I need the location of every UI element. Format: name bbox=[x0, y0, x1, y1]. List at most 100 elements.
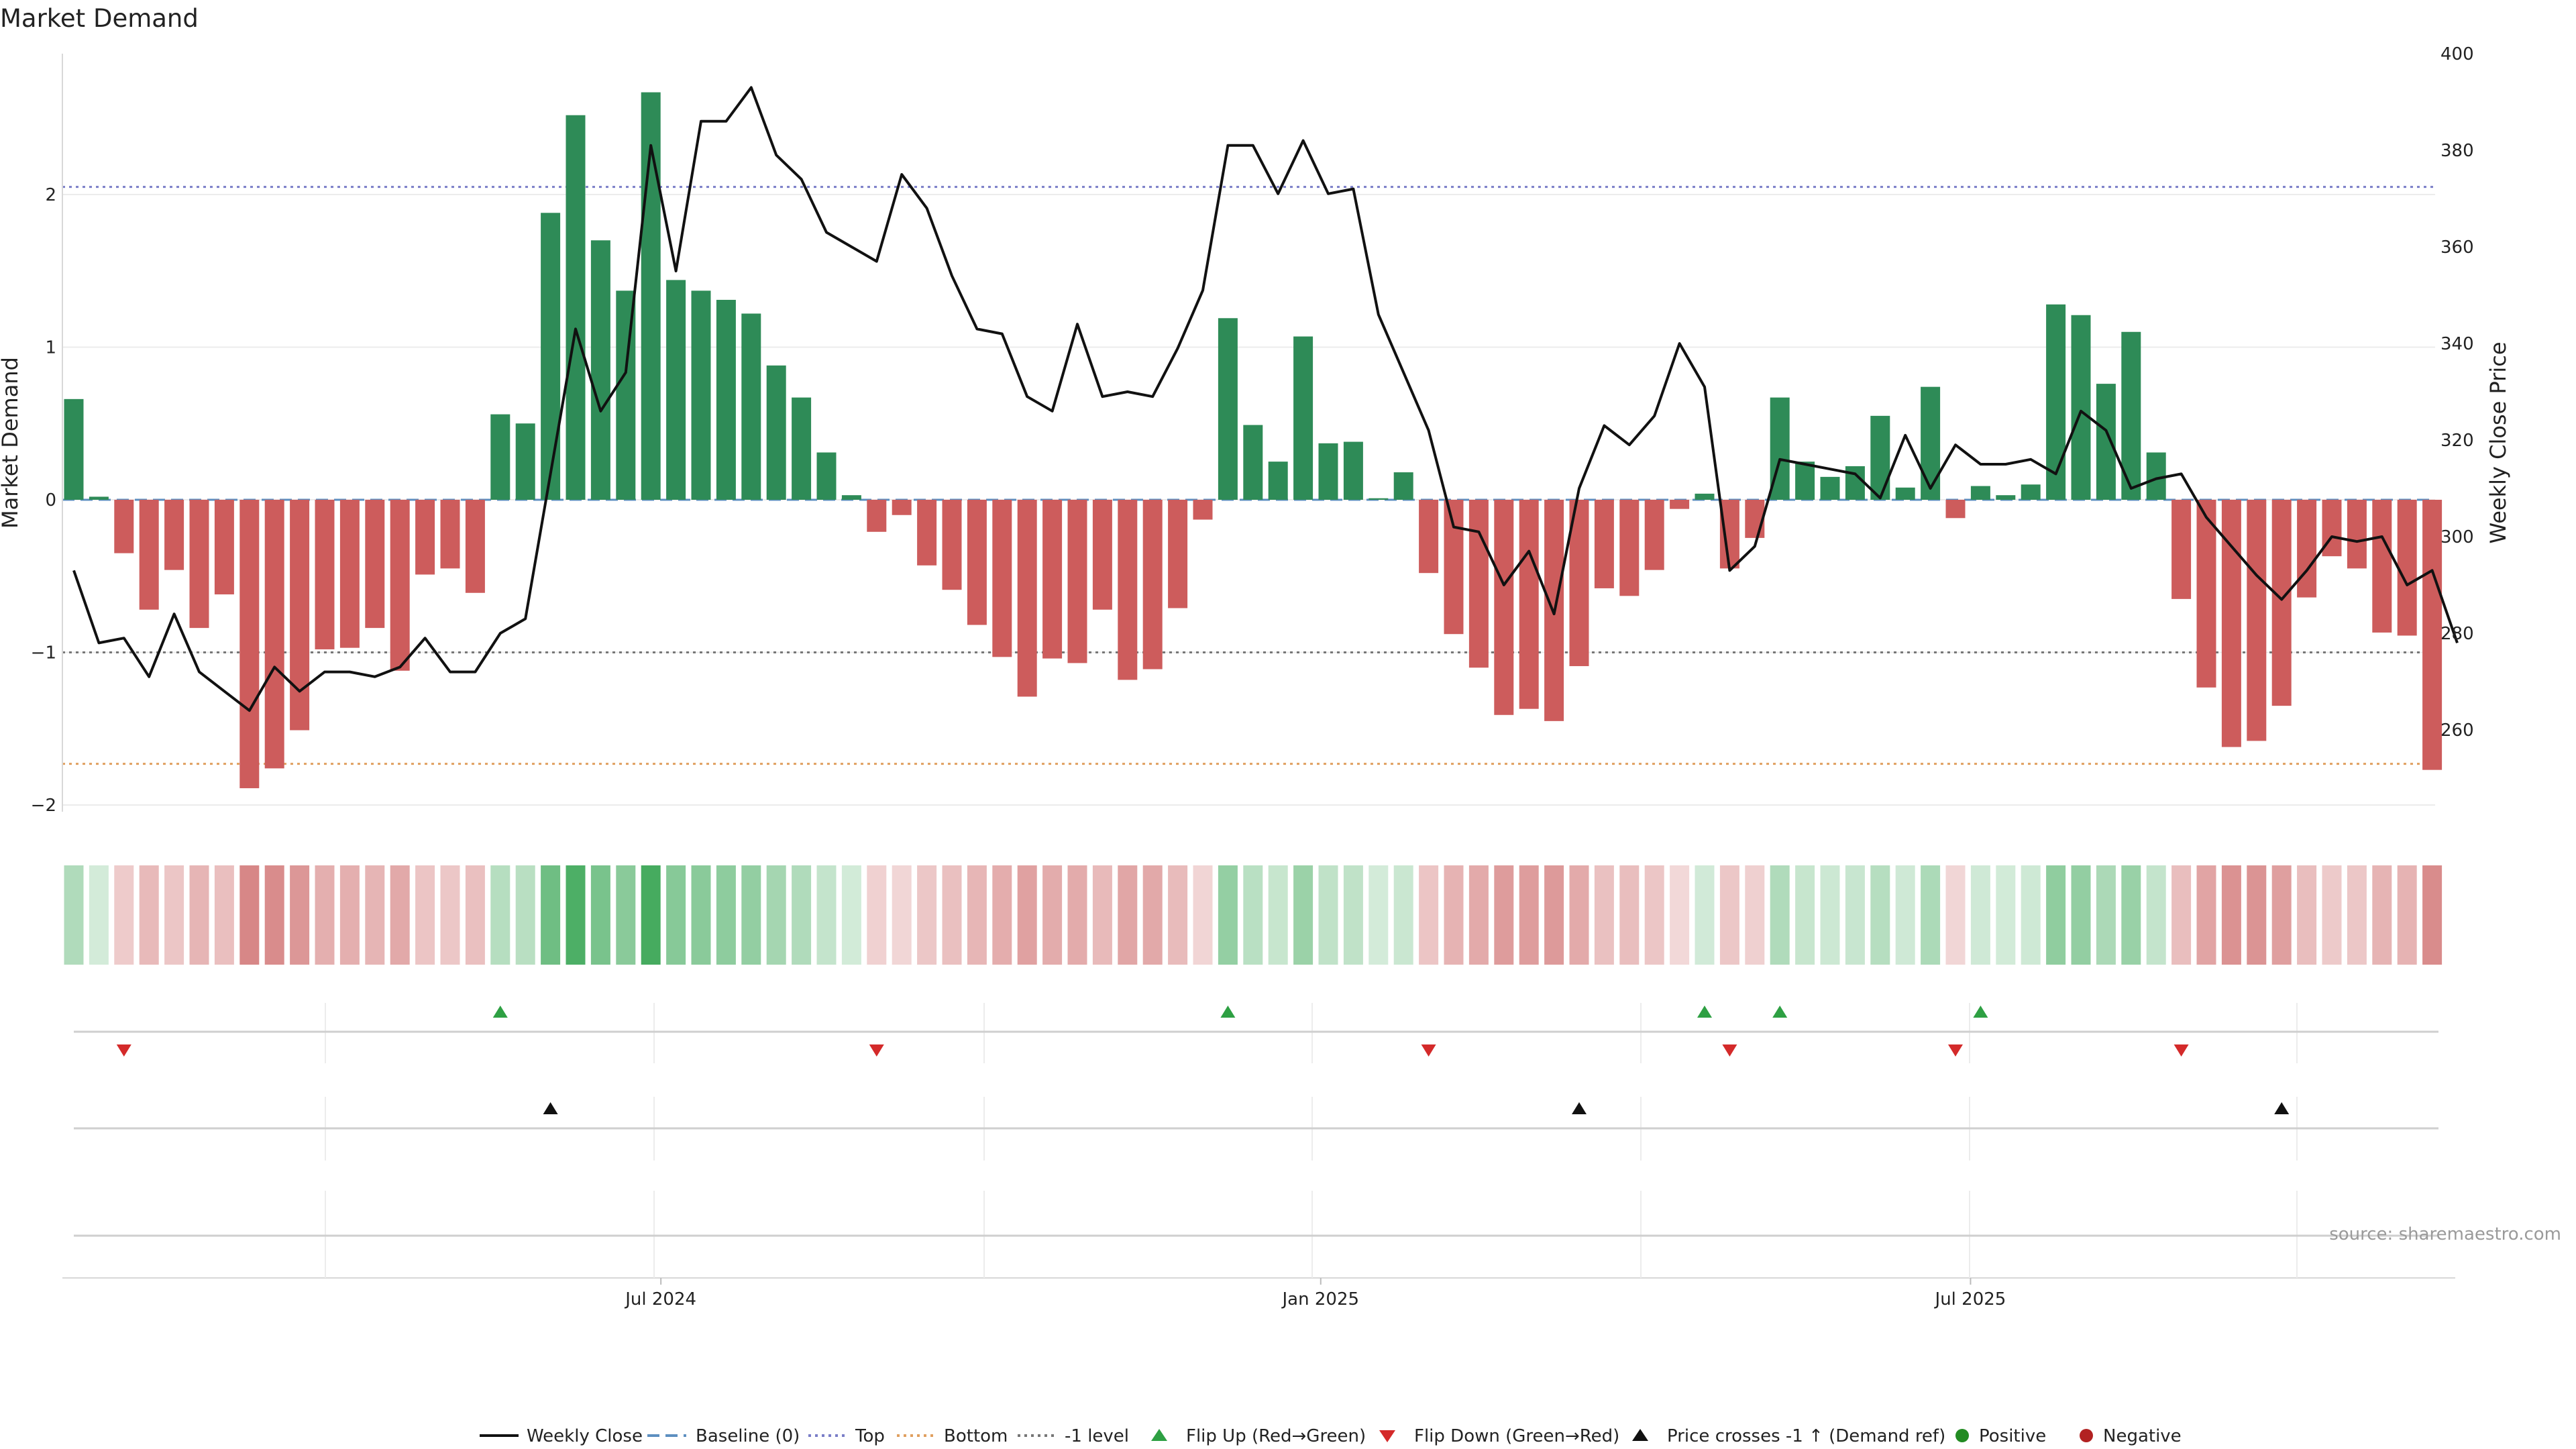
demand-bar bbox=[1594, 500, 1614, 588]
demand-bar bbox=[365, 500, 385, 629]
demand-bar bbox=[2171, 500, 2192, 599]
demand-bar bbox=[189, 500, 209, 629]
demand-bar bbox=[1368, 498, 1389, 500]
demand-bar bbox=[1870, 415, 1890, 500]
demand-bar bbox=[1142, 500, 1163, 669]
demand-bar bbox=[766, 365, 786, 500]
heat-cell bbox=[1795, 865, 1815, 965]
heat-cell bbox=[1017, 865, 1037, 965]
heat-cell bbox=[415, 865, 435, 965]
demand-bar bbox=[641, 92, 661, 500]
heat-cell bbox=[1519, 865, 1539, 965]
heat-cell bbox=[616, 865, 636, 965]
heat-cell bbox=[214, 865, 234, 965]
demand-bar bbox=[2271, 500, 2292, 706]
demand-bar bbox=[490, 414, 511, 500]
demand-bar bbox=[139, 500, 159, 610]
heat-cell bbox=[114, 865, 134, 965]
heat-cell bbox=[1168, 865, 1188, 965]
heat-cell bbox=[2372, 865, 2392, 965]
heat-cell bbox=[2221, 865, 2241, 965]
legend-flip-down: Flip Down (Green→Red) bbox=[1414, 1426, 1619, 1446]
heat-cell bbox=[2046, 865, 2066, 965]
demand-bars bbox=[64, 92, 2443, 788]
heat-cell bbox=[1921, 865, 1941, 965]
heat-cell bbox=[1719, 865, 1739, 965]
demand-bar bbox=[2221, 500, 2241, 747]
heat-cell bbox=[1318, 865, 1338, 965]
demand-bar bbox=[264, 500, 284, 769]
heat-cell bbox=[1494, 865, 1514, 965]
heat-cell bbox=[1393, 865, 1413, 965]
demand-bar bbox=[1318, 443, 1338, 500]
demand-bar bbox=[942, 500, 962, 590]
heat-cell bbox=[1945, 865, 1966, 965]
heat-cell bbox=[315, 865, 335, 965]
heat-cell bbox=[89, 865, 109, 965]
demand-bar bbox=[2297, 500, 2317, 598]
demand-bar bbox=[339, 500, 360, 648]
heat-cell bbox=[1118, 865, 1138, 965]
heat-cell bbox=[1243, 865, 1263, 965]
heat-cell bbox=[1293, 865, 1313, 965]
heat-cell bbox=[2146, 865, 2166, 965]
heat-cell bbox=[365, 865, 385, 965]
heat-cell bbox=[1745, 865, 1765, 965]
demand-bar bbox=[1092, 500, 1112, 610]
legend-positive-dot-icon bbox=[1955, 1429, 1969, 1442]
demand-bar bbox=[917, 500, 937, 566]
x-tick-label: Jul 2025 bbox=[1934, 1289, 2006, 1309]
heat-cell bbox=[1343, 865, 1363, 965]
heat-cell bbox=[490, 865, 511, 965]
demand-bar bbox=[566, 115, 586, 500]
heat-cell bbox=[2121, 865, 2141, 965]
demand-bar bbox=[2247, 500, 2267, 741]
heat-cell bbox=[239, 865, 260, 965]
heat-cell bbox=[2071, 865, 2091, 965]
demand-bar bbox=[867, 500, 887, 532]
flip-down-marker bbox=[116, 1044, 131, 1057]
demand-bar bbox=[114, 500, 134, 553]
heat-cell bbox=[1042, 865, 1063, 965]
legend-flip-down-icon bbox=[1379, 1430, 1395, 1442]
x-tick-label: Jan 2025 bbox=[1281, 1289, 1360, 1309]
demand-bar bbox=[1670, 500, 1690, 509]
demand-bar bbox=[2021, 484, 2041, 500]
heat-cell bbox=[716, 865, 736, 965]
heat-cell bbox=[515, 865, 535, 965]
y2-tick-label: 320 bbox=[2440, 431, 2474, 451]
demand-bar bbox=[1444, 500, 1464, 635]
y2-tick-label: 360 bbox=[2440, 237, 2474, 258]
demand-bar bbox=[1921, 386, 1941, 500]
demand-bar bbox=[1494, 500, 1514, 715]
flip-up-marker bbox=[1220, 1006, 1236, 1018]
heat-cell bbox=[741, 865, 761, 965]
legend-flip-up: Flip Up (Red→Green) bbox=[1186, 1426, 1366, 1446]
y2-tick-label: 300 bbox=[2440, 527, 2474, 547]
heat-cell bbox=[590, 865, 610, 965]
heat-cell bbox=[2021, 865, 2041, 965]
heat-cell bbox=[2271, 865, 2292, 965]
heat-cell bbox=[1594, 865, 1614, 965]
demand-bar bbox=[541, 213, 561, 500]
flip-down-marker bbox=[2174, 1044, 2189, 1057]
heat-cell bbox=[2196, 865, 2216, 965]
demand-heat-strip bbox=[64, 865, 2443, 965]
demand-bar bbox=[1118, 500, 1138, 680]
heat-cell bbox=[967, 865, 987, 965]
heat-cell bbox=[841, 865, 861, 965]
demand-bar bbox=[691, 290, 711, 500]
heat-cell bbox=[2347, 865, 2367, 965]
demand-bar bbox=[1719, 500, 1739, 569]
heat-cell bbox=[2422, 865, 2443, 965]
flip-down-marker bbox=[1722, 1044, 1737, 1057]
demand-bar bbox=[1067, 500, 1087, 663]
legend-minus1-level: -1 level bbox=[1065, 1426, 1129, 1446]
demand-bar bbox=[841, 495, 861, 500]
heat-cell bbox=[541, 865, 561, 965]
demand-bar bbox=[992, 500, 1012, 657]
legend-baseline: Baseline (0) bbox=[696, 1426, 800, 1446]
heat-cell bbox=[666, 865, 686, 965]
demand-bar bbox=[1644, 500, 1664, 570]
heat-cell bbox=[2171, 865, 2192, 965]
